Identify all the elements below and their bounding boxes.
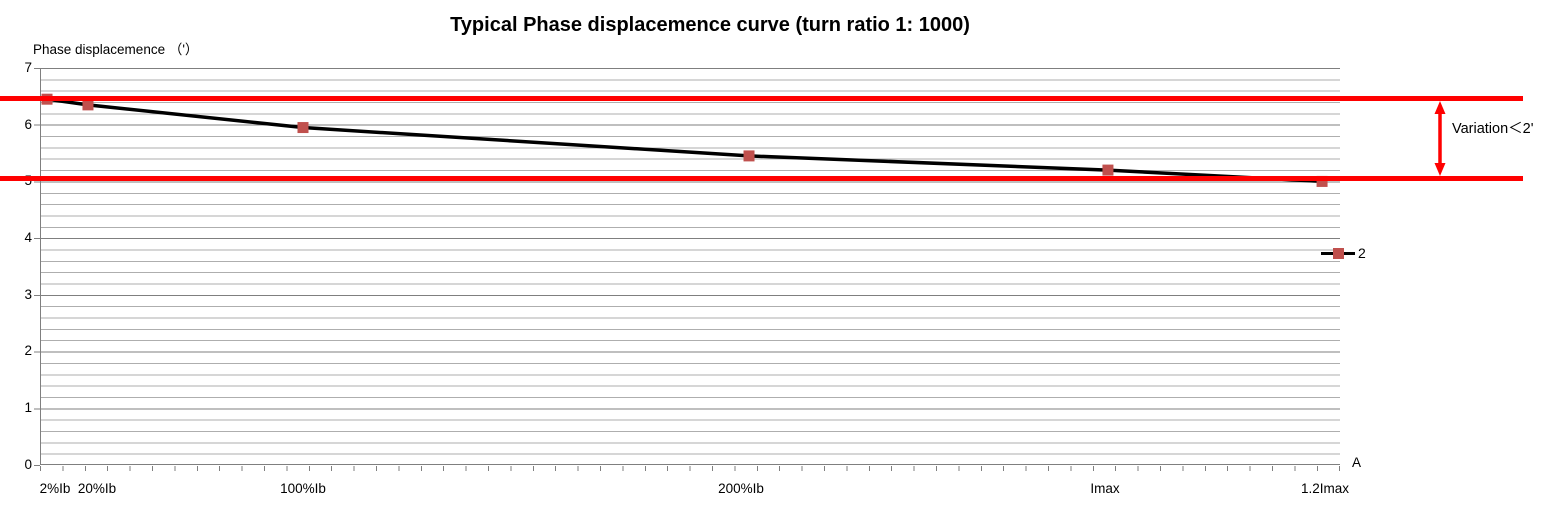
plot-area [40, 68, 1340, 465]
data-point-marker [1316, 175, 1328, 187]
y-tick-label: 0 [24, 457, 32, 472]
data-point-marker [1102, 164, 1114, 176]
x-tick-label: 100%Ib [280, 481, 326, 496]
variation-double-arrow-icon [1434, 101, 1446, 176]
x-tick-label: Imax [1090, 481, 1120, 496]
y-axis-tick-marks [34, 68, 40, 466]
legend: 2 [1321, 245, 1366, 261]
y-tick-label: 6 [24, 117, 32, 132]
x-tick-label: 2%Ib [39, 481, 71, 496]
y-tick-label: 1 [24, 400, 32, 415]
variation-annotation: Variation＜2' [1452, 121, 1534, 137]
x-axis-tick-marks [40, 466, 1341, 471]
data-point-marker [82, 99, 94, 111]
y-axis-title: Phase displacemence （'） [33, 42, 199, 57]
legend-series-label: 2 [1358, 245, 1366, 261]
y-tick-label: 2 [24, 343, 32, 358]
y-tick-label: 4 [24, 230, 32, 245]
x-tick-label: 200%Ib [718, 481, 764, 496]
x-tick-label: 20%Ib [77, 481, 117, 496]
x-tick-label: 1.2Imax [1300, 481, 1350, 496]
series-line [46, 97, 1323, 184]
upper-limit-line [0, 95, 1523, 101]
chart-title: Typical Phase displacemence curve (turn … [450, 14, 970, 36]
data-point-marker [297, 122, 309, 134]
lower-limit-line [0, 176, 1523, 182]
x-axis-unit-label: A [1352, 455, 1362, 470]
y-tick-label: 3 [24, 287, 32, 302]
data-point-marker [743, 150, 755, 162]
y-tick-label: 7 [24, 60, 32, 75]
legend-marker-icon [1332, 247, 1344, 259]
legend-line-sample [1321, 247, 1355, 260]
series-plot [41, 93, 1328, 187]
